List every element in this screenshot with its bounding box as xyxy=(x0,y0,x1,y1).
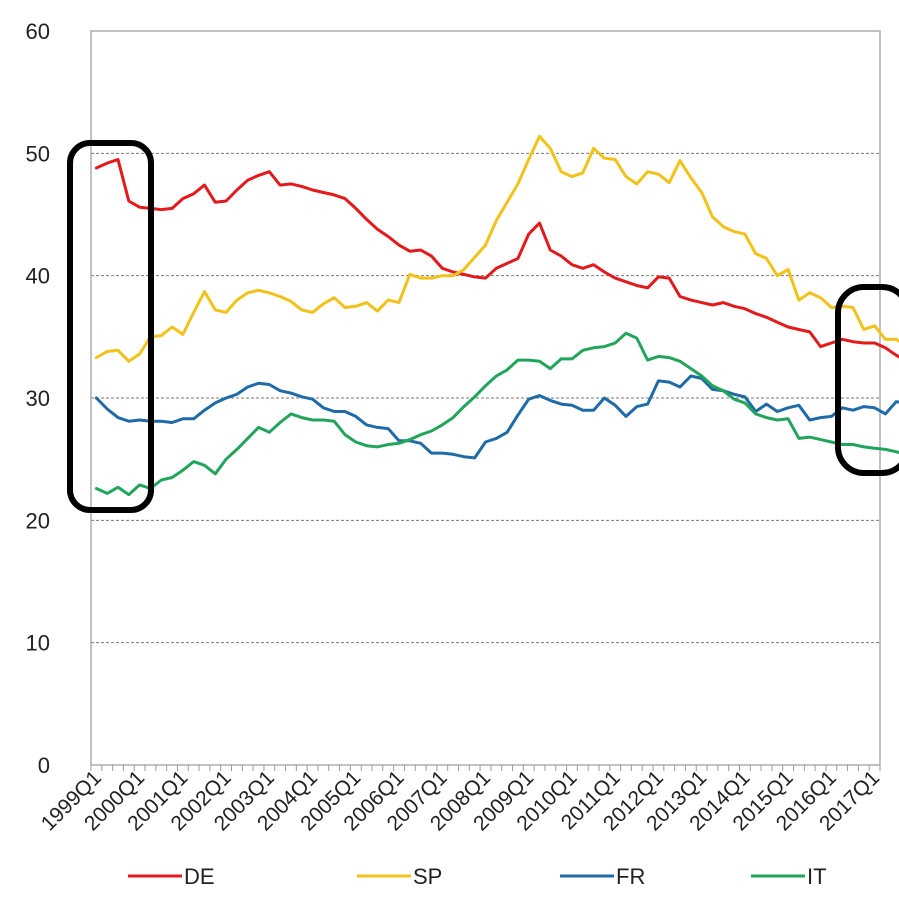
x-tick-labels: 1999Q12000Q12001Q12002Q12003Q12004Q12005… xyxy=(37,766,884,835)
series-line-fr xyxy=(94,374,899,460)
legend: DE SP FR IT xyxy=(128,864,827,889)
y-tick-label: 0 xyxy=(38,753,50,778)
y-tick-label: 20 xyxy=(26,508,50,533)
plot-frame xyxy=(90,30,881,766)
y-tick-labels: 0 10 20 30 40 50 60 xyxy=(26,19,50,778)
highlight-boxes xyxy=(67,140,899,513)
y-tick-label: 10 xyxy=(26,631,50,656)
series-line-de xyxy=(94,158,899,359)
series-line-it xyxy=(94,331,899,497)
y-tick-label: 30 xyxy=(26,386,50,411)
legend-label-fr: FR xyxy=(616,864,645,889)
y-tick-label: 40 xyxy=(26,264,50,289)
gridlines xyxy=(91,152,880,644)
highlight-box xyxy=(835,284,899,476)
series-lines xyxy=(94,134,899,497)
y-tick-label: 50 xyxy=(26,141,50,166)
highlight-box xyxy=(67,140,154,513)
legend-label-de: DE xyxy=(184,864,215,889)
legend-label-sp: SP xyxy=(413,864,442,889)
series-line-sp xyxy=(94,134,899,363)
axes xyxy=(90,30,881,771)
legend-label-it: IT xyxy=(807,864,827,889)
y-tick-label: 60 xyxy=(26,19,50,44)
